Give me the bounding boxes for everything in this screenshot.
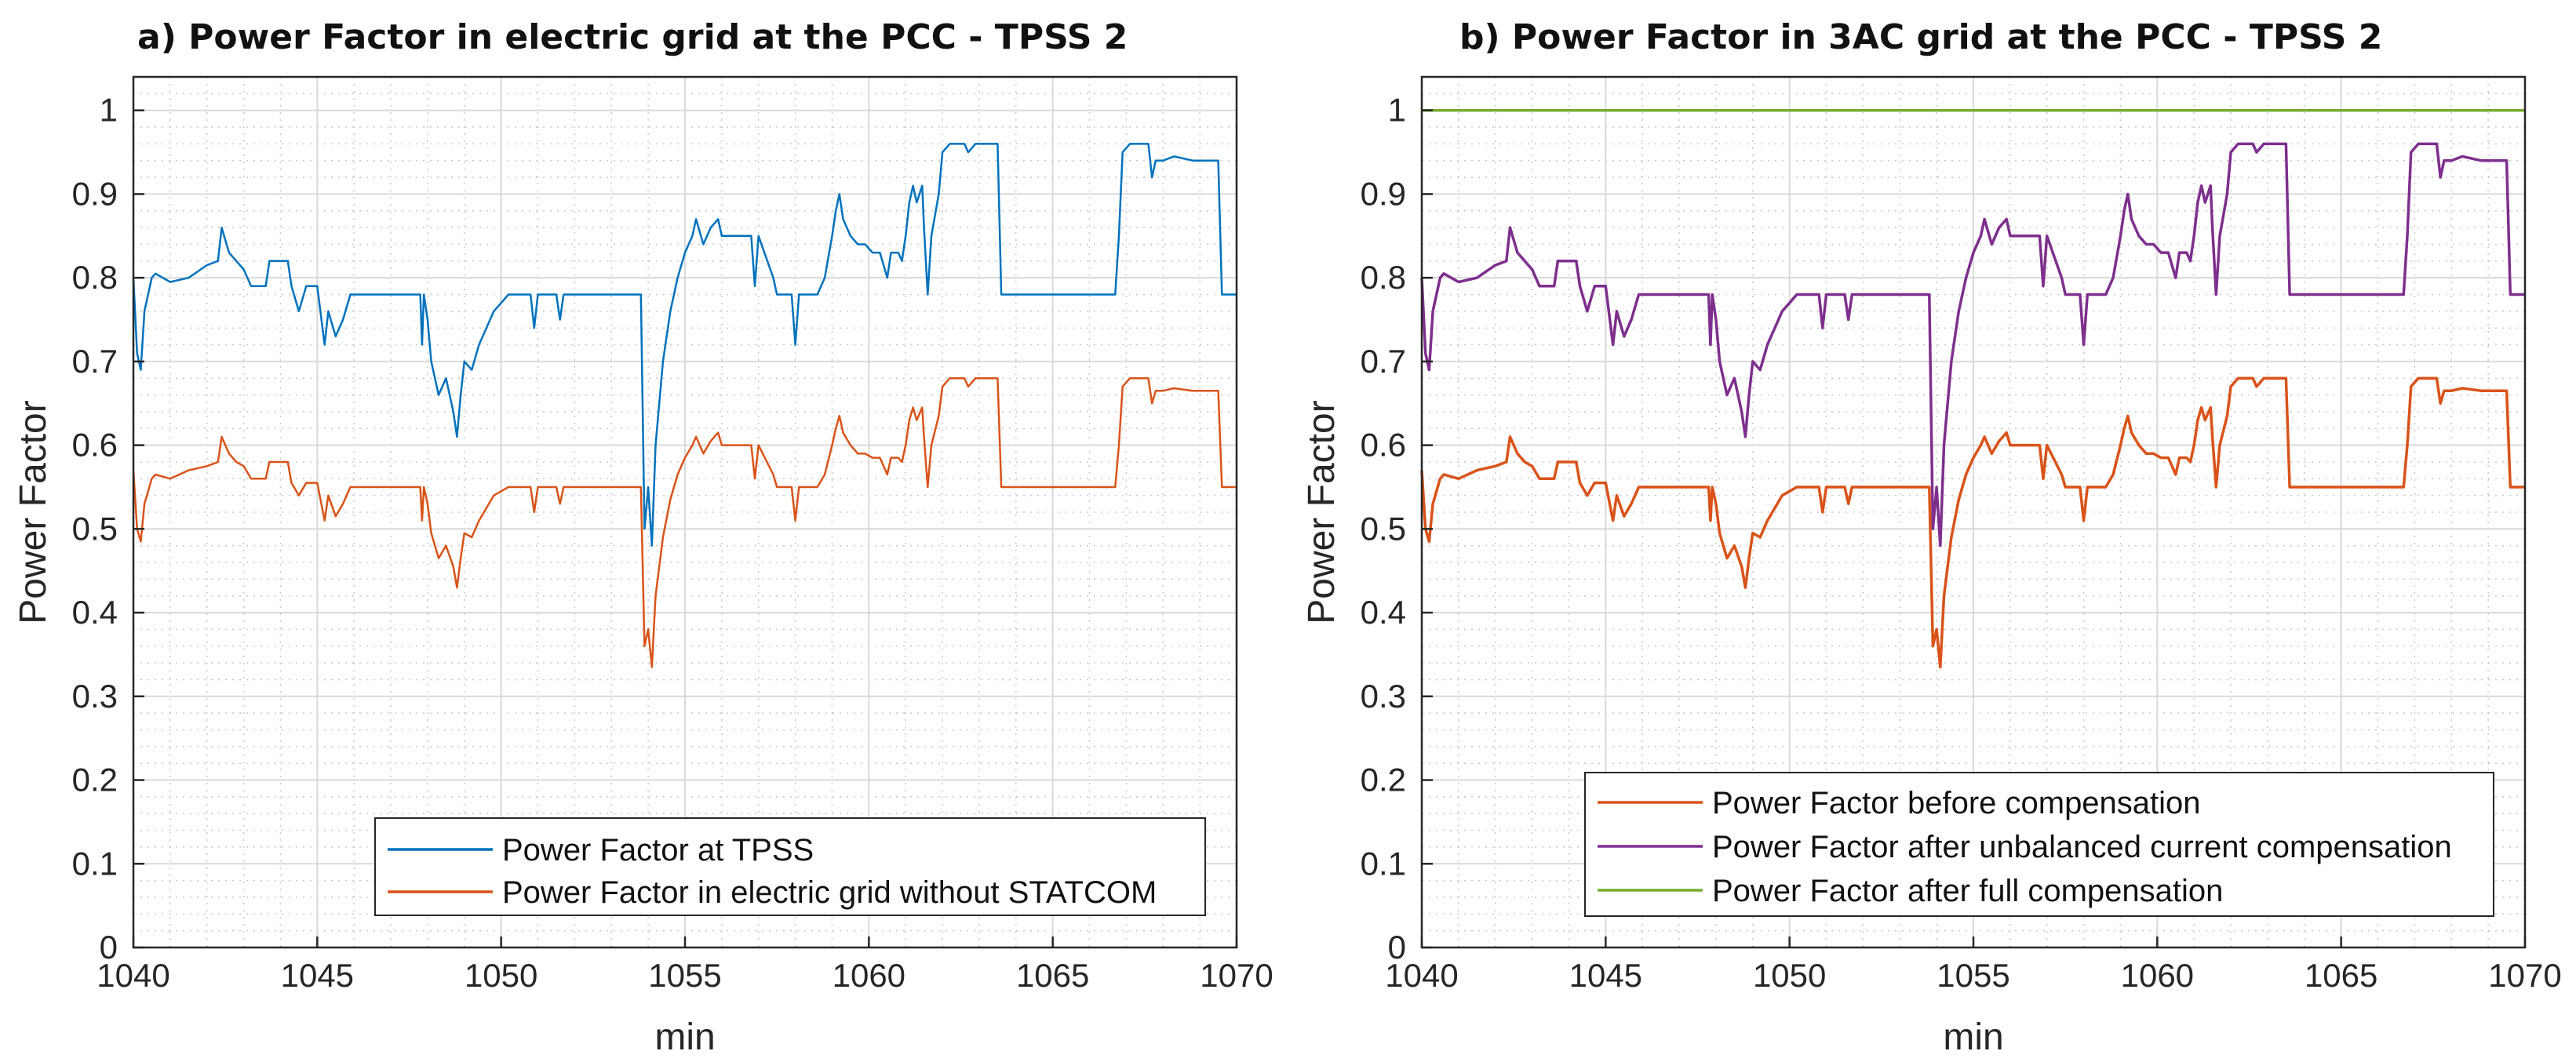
panel-b-legend-label-3: Power Factor after full compensation [1712,874,2223,908]
panel-b-xtick-label: 1055 [1937,957,2009,994]
panel-b-ytick-label: 0.2 [1361,762,1406,798]
panel-b-xtick-label: 1070 [2488,957,2561,994]
panel-b-ytick-label: 0 [1388,929,1406,966]
panel-b-ticks: 1040 1045 1050 1055 1060 1065 1070 0 0.1 0.2 0.3 0.… [1361,92,2562,994]
panel-a-xtick-label: 1065 [1016,957,1089,994]
panel-b-legend-box [1584,772,2494,917]
panel-b: b) Power Factor in 3AC grid at the PCC -… [1301,17,2562,1058]
panel-b-xtick-label: 1060 [2121,957,2194,994]
panel-a-ytick-label: 0.7 [72,343,118,380]
panel-b-ytick-label: 0.1 [1361,845,1406,882]
panel-a: a) Power Factor in electric grid at the … [13,17,1273,1058]
panel-b-ytick-label: 0.3 [1361,678,1406,715]
panel-b-xlabel: min [1943,1017,2003,1058]
panel-a-xtick-label: 1040 [97,957,169,994]
panel-a-ylabel: Power Factor [13,400,54,624]
panel-a-ytick-label: 0 [100,929,118,966]
panel-a-xtick-label: 1045 [281,957,354,994]
panel-b-title: b) Power Factor in 3AC grid at the PCC -… [1459,17,2382,57]
panel-a-ytick-label: 0.6 [72,427,118,464]
panel-a-xtick-label: 1070 [1200,957,1273,994]
panel-a-legend: Power Factor at TPSS Power Factor in elec… [374,817,1206,916]
panel-b-series [1420,108,2525,669]
panel-b-ylabel: Power Factor [1301,400,1343,624]
panel-b-ytick-label: 0.7 [1361,343,1406,380]
panel-b-xtick-label: 1045 [1569,957,1642,994]
panel-a-legend-box [374,817,1206,916]
panel-a-title: a) Power Factor in electric grid at the … [137,17,1128,57]
panel-a-ytick-label: 0.3 [72,678,118,715]
panel-a-ytick-label: 0.5 [72,510,118,547]
panel-b-series-line-2 [1420,142,2525,547]
panel-b-xtick-label: 1065 [2305,957,2377,994]
panel-a-xlabel: min [654,1017,715,1058]
panel-a-ytick-label: 0.9 [72,175,118,212]
panel-b-ytick-label: 1 [1388,92,1406,129]
panel-b-ytick-label: 0.8 [1361,259,1406,296]
panel-b-legend-label-1: Power Factor before compensation [1712,786,2201,820]
panel-b-legend: Power Factor before compensation Power Fa… [1584,772,2494,917]
panel-a-series [132,143,1237,668]
panel-a-ytick-label: 0.8 [72,259,118,296]
panel-a-legend-label-2: Power Factor in electric grid without ST… [502,875,1157,910]
panel-a-ytick-label: 1 [100,92,118,129]
panel-b-ytick-label: 0.6 [1361,427,1406,464]
panel-b-legend-label-2: Power Factor after unbalanced current co… [1712,830,2452,864]
panel-a-xtick-label: 1055 [648,957,721,994]
panel-a-ticks: 1040 1045 1050 1055 1060 1065 1070 0 0.1 0.2 0.3 0.… [72,92,1273,994]
panel-b-xtick-label: 1050 [1753,957,1826,994]
panel-b-ytick-label: 0.4 [1361,594,1406,631]
panel-b-ytick-label: 0.9 [1361,175,1406,212]
panel-a-series-line-2 [132,376,1237,668]
panel-a-ytick-label: 0.2 [72,762,118,798]
panel-a-legend-label-1: Power Factor at TPSS [502,833,814,867]
panel-a-series-line-1 [132,143,1237,547]
panel-a-xtick-label: 1050 [465,957,537,994]
panel-a-ytick-label: 0.4 [72,594,118,631]
panel-b-ytick-label: 0.5 [1361,510,1406,547]
panel-a-xtick-label: 1060 [833,957,905,994]
panel-b-xtick-label: 1040 [1385,957,1458,994]
panel-a-ytick-label: 0.1 [72,845,118,882]
panel-b-series-line-1 [1420,376,2525,669]
